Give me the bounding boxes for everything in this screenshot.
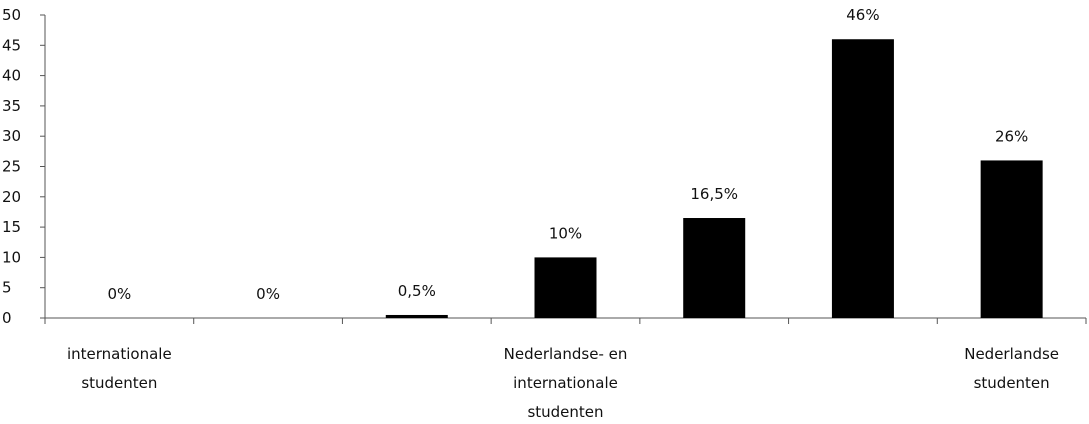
data-label: 10% (549, 224, 582, 242)
data-labels: 0% 0% 0,5% 10% 16,5% 46% 26% (107, 6, 1028, 303)
y-tick-label: 10 (2, 248, 21, 266)
y-tick-label: 25 (2, 158, 21, 176)
bar (385, 314, 448, 318)
bar (534, 257, 597, 318)
bars (385, 39, 1043, 319)
category-label: studenten (974, 374, 1050, 392)
data-label: 46% (846, 6, 879, 24)
category-label: studenten (81, 374, 157, 392)
y-axis: 0 5 10 15 20 25 30 35 40 45 50 (2, 6, 46, 327)
category-labels: internationale studenten Nederlandse- en in… (67, 345, 1059, 421)
data-label: 0% (256, 285, 280, 303)
bar (831, 39, 894, 319)
category-label: studenten (527, 403, 603, 421)
data-label: 26% (995, 127, 1028, 145)
category-label: internationale (513, 374, 618, 392)
y-tick-label: 20 (2, 188, 21, 206)
data-label: 0% (107, 285, 131, 303)
x-axis (44, 317, 1087, 324)
data-label: 0,5% (398, 282, 436, 300)
bar (980, 160, 1043, 318)
y-tick-label: 30 (2, 127, 21, 145)
y-tick-label: 15 (2, 218, 21, 236)
y-tick-label: 0 (2, 309, 12, 327)
y-tick-label: 40 (2, 67, 21, 85)
category-label: Nederlandse- en (504, 345, 628, 363)
y-tick-label: 45 (2, 36, 21, 54)
y-tick-label: 50 (2, 6, 21, 24)
data-label: 16,5% (690, 185, 738, 203)
bar (683, 218, 746, 318)
y-tick-label: 5 (2, 279, 12, 297)
category-label: Nederlandse (964, 345, 1059, 363)
y-tick-label: 35 (2, 97, 21, 115)
category-label: internationale (67, 345, 172, 363)
